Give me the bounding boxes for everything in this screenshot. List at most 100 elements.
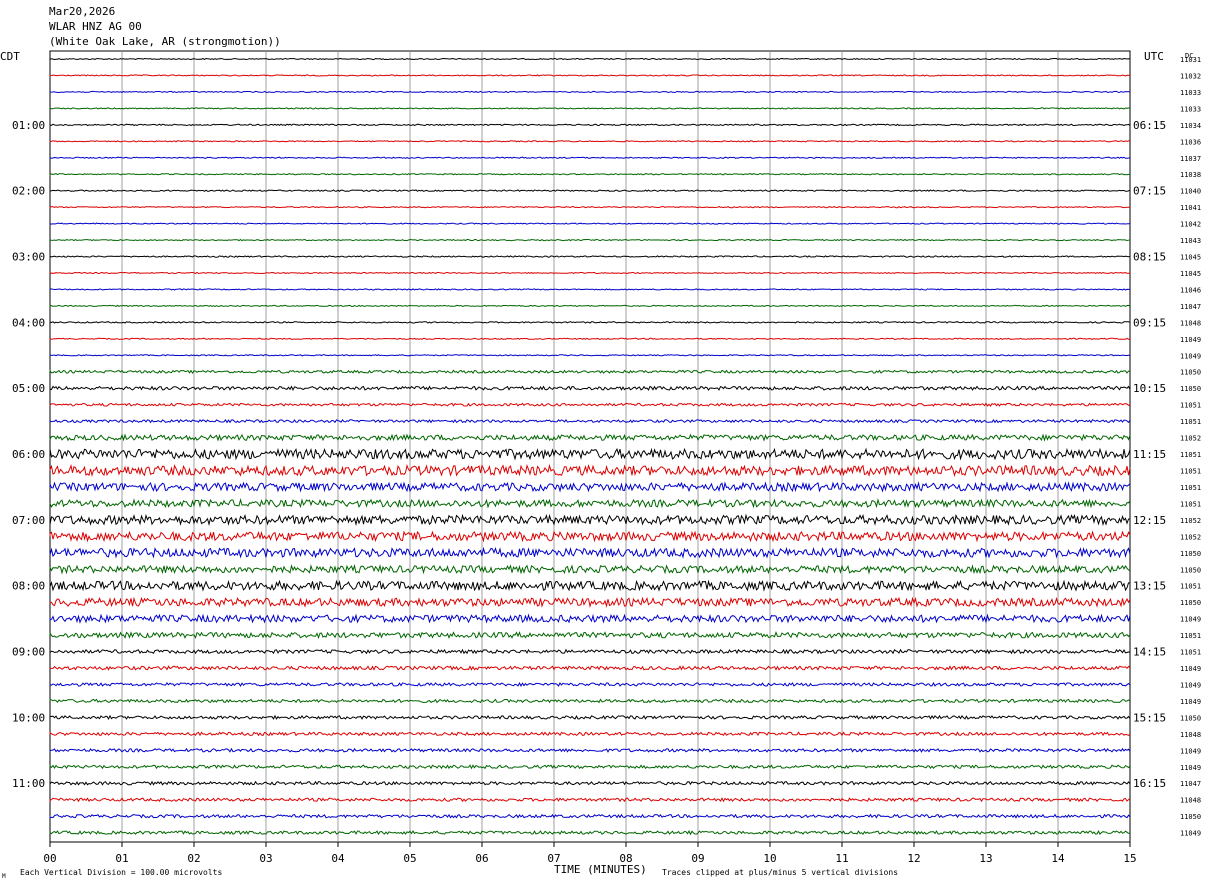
trace-line bbox=[49, 255, 1131, 258]
left-hour-label: 01:00 bbox=[12, 119, 45, 132]
trace-line bbox=[49, 90, 1131, 94]
dc-offset-label: 11036 bbox=[1180, 138, 1201, 146]
dc-offset-label: 11050 bbox=[1180, 369, 1201, 377]
dc-offset-label: 11048 bbox=[1180, 797, 1201, 805]
right-hour-label: 07:15 bbox=[1133, 185, 1166, 198]
trace-line bbox=[49, 797, 1131, 803]
trace-line bbox=[49, 747, 1131, 753]
right-hour-label: 11:15 bbox=[1133, 448, 1166, 461]
dc-offset-label: 11051 bbox=[1180, 583, 1201, 591]
dc-offset-label: 11052 bbox=[1180, 435, 1201, 443]
trace-line bbox=[49, 337, 1131, 340]
dc-offset-label: 11051 bbox=[1180, 468, 1201, 476]
dc-offset-label: 11032 bbox=[1180, 73, 1201, 81]
x-tick-label: 12 bbox=[907, 852, 920, 865]
right-hour-label: 08:15 bbox=[1133, 251, 1166, 264]
dc-offset-label: 11048 bbox=[1180, 731, 1201, 739]
trace-line bbox=[49, 613, 1131, 624]
right-time-labels: 06:15 07:15 08:15 09:15 10:15 11:15 12:15 13:15… bbox=[1133, 119, 1166, 790]
trace-line bbox=[49, 57, 1131, 61]
trace-line bbox=[49, 205, 1131, 209]
minute-gridlines bbox=[121, 51, 1059, 842]
trace-line bbox=[49, 173, 1130, 176]
trace-line bbox=[49, 665, 1131, 671]
trace-line bbox=[49, 107, 1131, 110]
clip-note: Traces clipped at plus/minus 5 vertical … bbox=[662, 868, 898, 877]
trace-line bbox=[49, 447, 1131, 461]
trace-line bbox=[49, 354, 1131, 357]
dc-offset-label: 11050 bbox=[1180, 385, 1201, 393]
x-tick-label: 11 bbox=[835, 852, 848, 865]
dc-offset-label: 11037 bbox=[1180, 155, 1201, 163]
x-tick-label: 15 bbox=[1123, 852, 1136, 865]
trace-line bbox=[49, 385, 1131, 392]
dc-offset-label: 11049 bbox=[1180, 698, 1201, 706]
trace-line bbox=[49, 530, 1131, 543]
dc-offset-label: 11049 bbox=[1180, 830, 1201, 838]
dc-offset-label: 11038 bbox=[1180, 171, 1201, 179]
date-label: Mar20,2026 bbox=[49, 5, 115, 18]
x-tick-label: 06 bbox=[475, 852, 488, 865]
dc-offset-label: 11033 bbox=[1180, 105, 1201, 113]
x-tick-label: 03 bbox=[259, 852, 272, 865]
trace-line bbox=[49, 123, 1131, 127]
right-hour-label: 14:15 bbox=[1133, 646, 1166, 659]
dc-offset-label: 11049 bbox=[1180, 352, 1201, 360]
trace-line bbox=[49, 813, 1131, 819]
trace-line bbox=[49, 418, 1131, 424]
dc-offset-label: 11052 bbox=[1180, 517, 1201, 525]
trace-line bbox=[49, 513, 1131, 527]
dc-offset-label: 11041 bbox=[1180, 204, 1201, 212]
trace-line bbox=[49, 189, 1131, 192]
x-tick-label: 05 bbox=[403, 852, 416, 865]
x-tick-label: 08 bbox=[619, 852, 632, 865]
right-hour-label: 12:15 bbox=[1133, 514, 1166, 527]
left-hour-label: 08:00 bbox=[12, 580, 45, 593]
dc-offset-label: 11051 bbox=[1180, 451, 1201, 459]
dc-offset-label: 11049 bbox=[1180, 747, 1201, 755]
dc-offset-label: 11051 bbox=[1180, 500, 1201, 508]
trace-line bbox=[49, 563, 1131, 575]
dc-offset-label: 11034 bbox=[1180, 122, 1201, 130]
x-tick-label: 13 bbox=[979, 852, 992, 865]
dc-offset-label: 11047 bbox=[1180, 780, 1201, 788]
trace-line bbox=[49, 222, 1131, 225]
corner-mark: M bbox=[2, 873, 6, 880]
x-tick-label: 01 bbox=[115, 852, 128, 865]
dc-offset-label: 11051 bbox=[1180, 649, 1201, 657]
dc-offset-label: 11048 bbox=[1180, 319, 1201, 327]
trace-line bbox=[49, 288, 1131, 291]
trace-line bbox=[49, 238, 1131, 242]
right-hour-label: 09:15 bbox=[1133, 316, 1166, 329]
trace-line bbox=[49, 830, 1131, 836]
trace-line bbox=[49, 780, 1131, 786]
trace-line bbox=[49, 681, 1131, 687]
dc-offset-label: 11049 bbox=[1180, 682, 1201, 690]
dc-offset-label: 11045 bbox=[1180, 270, 1201, 278]
dc-column-label: DC bbox=[1185, 52, 1193, 60]
dc-offset-label: 11050 bbox=[1180, 550, 1201, 558]
plot-frame bbox=[49, 50, 1131, 843]
right-hour-label: 16:15 bbox=[1133, 777, 1166, 790]
trace-line bbox=[49, 321, 1131, 324]
right-hour-label: 10:15 bbox=[1133, 382, 1166, 395]
trace-line bbox=[49, 433, 1131, 442]
x-tick-label: 10 bbox=[763, 852, 776, 865]
right-hour-label: 15:15 bbox=[1133, 711, 1166, 724]
trace-line bbox=[49, 698, 1131, 704]
x-tick-label: 14 bbox=[1051, 852, 1065, 865]
dc-offset-label: 11049 bbox=[1180, 616, 1201, 624]
trace-line bbox=[49, 546, 1131, 559]
dc-offset-label: 11051 bbox=[1180, 632, 1201, 640]
x-axis-title: TIME (MINUTES) bbox=[554, 863, 647, 876]
left-hour-label: 09:00 bbox=[12, 646, 45, 659]
trace-line bbox=[49, 714, 1131, 720]
dc-offset-label: 11050 bbox=[1180, 714, 1201, 722]
dc-offset-label: 11031 bbox=[1180, 56, 1201, 64]
trace-line bbox=[49, 481, 1131, 493]
dc-offset-label: 11052 bbox=[1180, 533, 1201, 541]
dc-offset-label: 11043 bbox=[1180, 237, 1201, 245]
right-hour-label: 06:15 bbox=[1133, 119, 1166, 132]
trace-line bbox=[49, 648, 1131, 655]
